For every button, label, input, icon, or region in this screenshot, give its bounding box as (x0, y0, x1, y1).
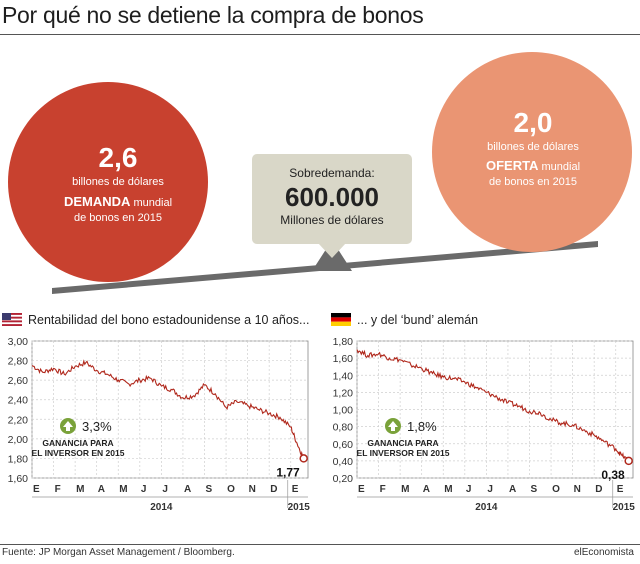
year-label: 2014 (475, 502, 498, 513)
y-tick-label: 2,60 (8, 375, 29, 387)
y-tick-label: 0,40 (333, 456, 354, 468)
y-tick-label: 1,60 (333, 353, 354, 365)
up-arrow-glyph (388, 421, 398, 431)
excess-unit: Millones de dólares (280, 213, 383, 227)
x-tick-label: D (595, 484, 602, 495)
year-label: 2015 (288, 502, 311, 513)
demand-label: DEMANDA mundial (64, 194, 172, 209)
x-tick-label: J (162, 484, 168, 495)
y-tick-label: 1,80 (333, 336, 354, 348)
x-tick-label: J (487, 484, 493, 495)
x-tick-label: E (358, 484, 365, 495)
us-chart-title: Rentabilidad del bono estadounidense a 1… (28, 313, 310, 327)
demand-circle (8, 82, 208, 282)
y-tick-label: 2,00 (8, 434, 29, 446)
supply-circle (432, 52, 632, 252)
gain-label: EL INVERSOR EN 2015 (357, 448, 450, 458)
supply-demand-graphic: 2,6 billones de dólares DEMANDA mundial … (8, 52, 632, 294)
excess-pointer (318, 243, 346, 258)
us-yield-chart: 3,00 2,80 2,60 2,40 2,20 2,00 1,80 1,60 E F M A M J J A… (8, 336, 311, 513)
x-tick-label: S (206, 484, 213, 495)
y-tick-label: 2,20 (8, 414, 29, 426)
y-tick-label: 1,80 (8, 453, 29, 465)
x-tick-label: N (574, 484, 581, 495)
x-tick-label: E (33, 484, 40, 495)
x-tick-label: J (141, 484, 147, 495)
x-tick-label: A (184, 484, 191, 495)
x-tick-label: S (531, 484, 538, 495)
excess-label: Sobredemanda: (289, 166, 374, 180)
x-tick-label: A (98, 484, 105, 495)
x-tick-label: F (55, 484, 61, 495)
germany-chart-title: ... y del ‘bund’ alemán (357, 313, 479, 327)
page-title: Por qué no se detiene la compra de bonos (2, 2, 424, 28)
x-tick-label: J (466, 484, 472, 495)
y-tick-label: 0,60 (333, 439, 354, 451)
gain-label: GANANCIA PARA (42, 438, 113, 448)
x-tick-label: E (292, 484, 299, 495)
gain-value: 1,8% (407, 419, 437, 434)
x-tick-label: A (509, 484, 516, 495)
y-tick-label: 1,60 (8, 473, 29, 485)
y-tick-label: 2,80 (8, 356, 29, 368)
supply-label-line2: de bonos en 2015 (489, 176, 577, 188)
y-tick-label: 1,20 (333, 387, 354, 399)
year-label: 2015 (613, 502, 636, 513)
series-line (31, 359, 305, 459)
title-divider (0, 34, 640, 35)
supply-value: 2,0 (514, 107, 553, 138)
footer-divider (0, 544, 640, 545)
x-tick-label: M (401, 484, 409, 495)
y-tick-label: 3,00 (8, 336, 29, 348)
demand-label-line2: de bonos en 2015 (74, 212, 162, 224)
end-value-label: 0,38 (601, 468, 625, 482)
excess-value: 600.000 (285, 182, 379, 212)
us-flag-icon (2, 313, 22, 326)
year-label: 2014 (150, 502, 173, 513)
bund-yield-chart: 1,80 1,60 1,40 1,20 1,00 0,80 0,60 0,40 0,20 E F M A… (333, 336, 636, 513)
end-point-marker (299, 454, 308, 463)
x-tick-label: A (423, 484, 430, 495)
gain-label: EL INVERSOR EN 2015 (32, 448, 125, 458)
gain-label: GANANCIA PARA (367, 438, 438, 448)
supply-unit: billones de dólares (487, 141, 579, 153)
x-tick-label: F (380, 484, 386, 495)
y-tick-label: 1,00 (333, 405, 354, 417)
x-tick-label: O (227, 484, 235, 495)
x-tick-label: M (444, 484, 452, 495)
end-value-label: 1,77 (276, 465, 300, 479)
y-tick-label: 0,20 (333, 473, 354, 485)
x-tick-label: O (552, 484, 560, 495)
end-point-marker (624, 456, 633, 466)
excess-box (252, 154, 412, 244)
y-tick-label: 1,40 (333, 370, 354, 382)
source-note: Fuente: JP Morgan Asset Management / Blo… (2, 547, 235, 558)
y-tick-label: 0,80 (333, 422, 354, 434)
x-tick-label: M (119, 484, 127, 495)
supply-label: OFERTA mundial (486, 158, 580, 173)
y-tick-label: 2,40 (8, 395, 29, 407)
x-tick-label: M (76, 484, 84, 495)
x-tick-label: N (249, 484, 256, 495)
gain-value: 3,3% (82, 419, 112, 434)
brand-logo: elEconomista (573, 547, 634, 558)
germany-flag-icon (331, 313, 351, 326)
x-tick-label: E (617, 484, 624, 495)
demand-value: 2,6 (99, 142, 138, 173)
demand-unit: billones de dólares (72, 176, 164, 188)
up-arrow-glyph (63, 421, 73, 431)
x-tick-label: D (270, 484, 277, 495)
series-line (356, 349, 630, 463)
